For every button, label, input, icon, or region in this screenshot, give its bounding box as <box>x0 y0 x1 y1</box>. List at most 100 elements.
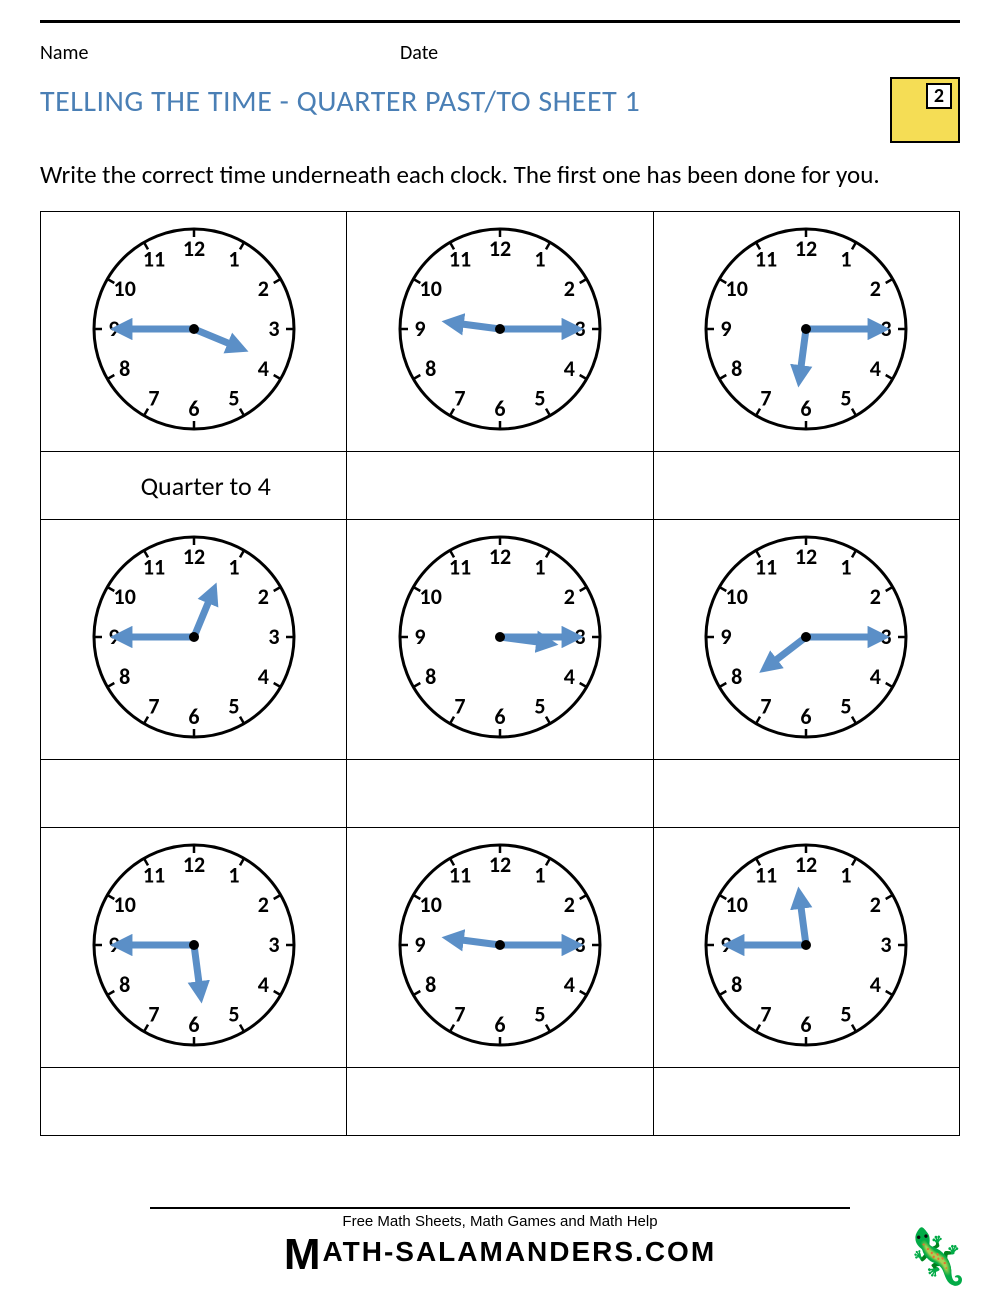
svg-text:7: 7 <box>148 385 159 412</box>
clock-cell: 121234567891011 <box>653 828 959 1068</box>
svg-text:7: 7 <box>454 385 465 412</box>
worksheet-title: TELLING THE TIME - QUARTER PAST/TO SHEET… <box>40 77 878 120</box>
clock-face: 121234567891011 <box>701 532 911 747</box>
svg-text:12: 12 <box>489 235 511 262</box>
svg-text:10: 10 <box>420 275 442 302</box>
header-labels: Name Date <box>40 41 960 65</box>
svg-text:6: 6 <box>801 395 812 422</box>
answer-cell[interactable] <box>347 760 653 828</box>
answer-cell[interactable] <box>41 1068 347 1136</box>
svg-text:12: 12 <box>183 851 205 878</box>
svg-text:4: 4 <box>257 663 268 690</box>
svg-text:1: 1 <box>534 862 545 889</box>
answer-cell[interactable] <box>653 452 959 520</box>
svg-text:5: 5 <box>228 385 239 412</box>
svg-text:6: 6 <box>494 1011 505 1038</box>
svg-text:5: 5 <box>534 1001 545 1028</box>
svg-text:2: 2 <box>564 583 575 610</box>
svg-text:6: 6 <box>494 703 505 730</box>
answer-cell[interactable] <box>41 760 347 828</box>
svg-text:9: 9 <box>414 315 425 342</box>
svg-text:12: 12 <box>489 543 511 570</box>
svg-text:6: 6 <box>801 703 812 730</box>
svg-text:12: 12 <box>183 543 205 570</box>
svg-text:11: 11 <box>143 246 165 273</box>
svg-text:7: 7 <box>148 693 159 720</box>
svg-text:11: 11 <box>143 554 165 581</box>
svg-text:5: 5 <box>841 1001 852 1028</box>
clock-face: 121234567891011 <box>395 840 605 1055</box>
svg-text:4: 4 <box>257 971 268 998</box>
svg-text:7: 7 <box>761 693 772 720</box>
clock-cell: 121234567891011 <box>41 828 347 1068</box>
svg-text:8: 8 <box>425 971 436 998</box>
clock-cell: 121234567891011 <box>653 212 959 452</box>
svg-text:12: 12 <box>489 851 511 878</box>
svg-text:5: 5 <box>841 385 852 412</box>
svg-text:11: 11 <box>449 554 471 581</box>
footer-brand: MATH-SALAMANDERS.COM <box>0 1230 1000 1280</box>
svg-text:2: 2 <box>564 891 575 918</box>
svg-text:11: 11 <box>755 554 777 581</box>
clock-cell: 121234567891011 <box>653 520 959 760</box>
svg-text:7: 7 <box>454 693 465 720</box>
svg-text:4: 4 <box>870 971 881 998</box>
svg-text:2: 2 <box>564 275 575 302</box>
footer-tagline: Free Math Sheets, Math Games and Math He… <box>0 1213 1000 1230</box>
svg-text:3: 3 <box>268 931 279 958</box>
clock-cell: 121234567891011 <box>41 520 347 760</box>
svg-text:8: 8 <box>119 971 130 998</box>
svg-text:3: 3 <box>268 315 279 342</box>
clock-face: 121234567891011 <box>701 224 911 439</box>
footer: Free Math Sheets, Math Games and Math He… <box>0 1207 1000 1280</box>
svg-text:12: 12 <box>795 543 817 570</box>
svg-text:2: 2 <box>870 583 881 610</box>
svg-text:8: 8 <box>119 355 130 382</box>
answer-cell[interactable]: Quarter to 4 <box>41 452 347 520</box>
svg-text:8: 8 <box>119 663 130 690</box>
svg-text:5: 5 <box>841 693 852 720</box>
svg-text:4: 4 <box>564 971 575 998</box>
svg-text:9: 9 <box>721 623 732 650</box>
clock-cell: 121234567891011 <box>347 828 653 1068</box>
answer-cell[interactable] <box>653 760 959 828</box>
svg-text:5: 5 <box>228 1001 239 1028</box>
svg-text:7: 7 <box>761 1001 772 1028</box>
svg-text:3: 3 <box>268 623 279 650</box>
clock-face: 121234567891011 <box>89 840 299 1055</box>
svg-text:7: 7 <box>454 1001 465 1028</box>
svg-text:2: 2 <box>257 891 268 918</box>
answer-cell[interactable] <box>347 1068 653 1136</box>
svg-text:1: 1 <box>534 246 545 273</box>
svg-text:4: 4 <box>564 355 575 382</box>
grade-badge: 2 <box>890 77 960 143</box>
svg-text:10: 10 <box>726 891 748 918</box>
svg-text:6: 6 <box>801 1011 812 1038</box>
clock-grid: 1212345678910111212345678910111212345678… <box>40 211 960 1136</box>
svg-text:6: 6 <box>188 1011 199 1038</box>
svg-text:12: 12 <box>795 851 817 878</box>
clock-face: 121234567891011 <box>89 224 299 439</box>
svg-text:12: 12 <box>183 235 205 262</box>
svg-text:1: 1 <box>841 554 852 581</box>
answer-cell[interactable] <box>653 1068 959 1136</box>
svg-text:5: 5 <box>228 693 239 720</box>
salamander-icon: 🦎 <box>903 1230 970 1284</box>
svg-text:4: 4 <box>564 663 575 690</box>
name-label: Name <box>40 41 400 65</box>
clock-face: 121234567891011 <box>395 224 605 439</box>
svg-text:9: 9 <box>414 931 425 958</box>
svg-text:9: 9 <box>721 315 732 342</box>
answer-cell[interactable] <box>347 452 653 520</box>
svg-text:11: 11 <box>449 246 471 273</box>
svg-text:10: 10 <box>726 583 748 610</box>
svg-text:10: 10 <box>113 891 135 918</box>
svg-text:10: 10 <box>113 275 135 302</box>
svg-text:6: 6 <box>188 703 199 730</box>
svg-text:1: 1 <box>841 862 852 889</box>
svg-text:1: 1 <box>841 246 852 273</box>
svg-text:8: 8 <box>731 663 742 690</box>
svg-text:11: 11 <box>755 862 777 889</box>
instructions-text: Write the correct time underneath each c… <box>40 157 960 193</box>
svg-text:7: 7 <box>761 385 772 412</box>
